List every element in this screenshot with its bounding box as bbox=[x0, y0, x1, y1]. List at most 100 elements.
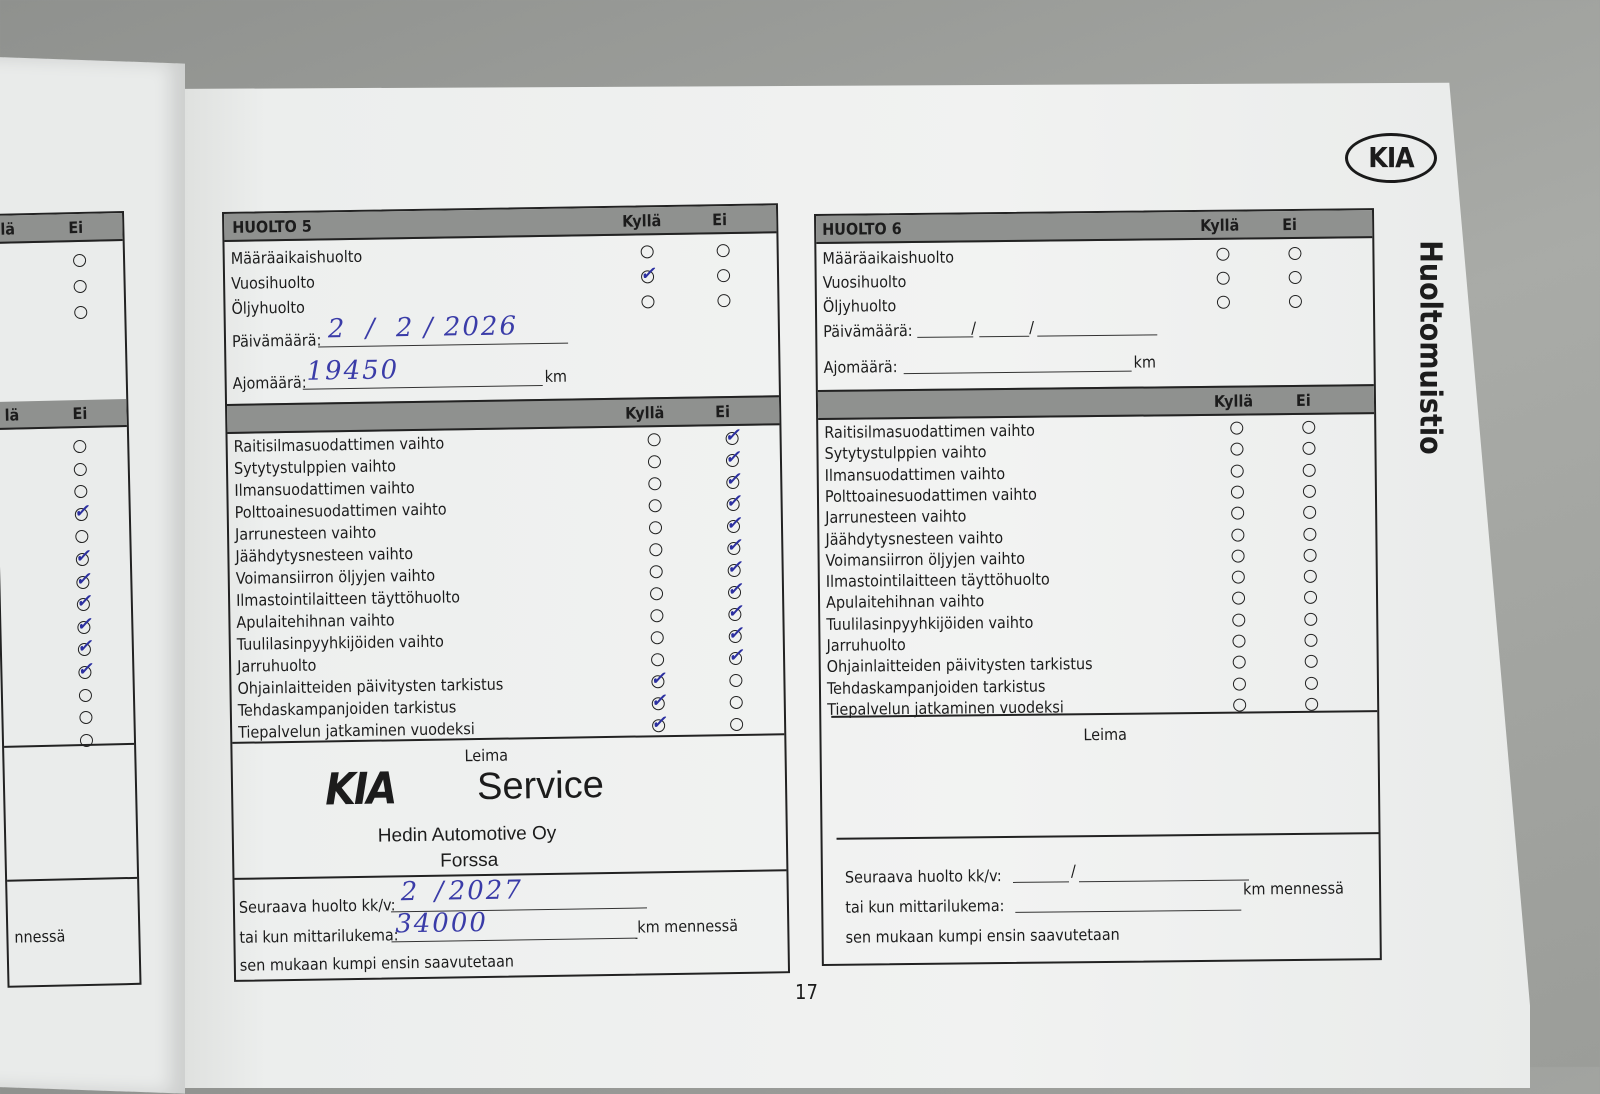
checkbox-yes[interactable] bbox=[1231, 528, 1245, 542]
date-year-line[interactable] bbox=[1037, 334, 1158, 337]
checkbox-yes[interactable] bbox=[1230, 485, 1245, 499]
checkbox-no[interactable] bbox=[73, 462, 87, 476]
checkbox-yes[interactable] bbox=[1231, 506, 1245, 520]
checkbox-yes[interactable] bbox=[1231, 591, 1246, 606]
date-day-line[interactable] bbox=[917, 336, 974, 338]
service-item: Polttoainesuodattimen vaihto bbox=[824, 484, 1038, 506]
checkbox-yes[interactable] bbox=[641, 295, 655, 309]
service-item: Jarruhuolto bbox=[826, 635, 906, 655]
checkbox-no[interactable] bbox=[1304, 612, 1318, 626]
column-no: Ei bbox=[1282, 214, 1298, 235]
checkbox-no[interactable] bbox=[716, 244, 730, 258]
check-mark-icon: ✓ bbox=[74, 545, 91, 568]
service-item: Jäähdytysnesteen vaihto bbox=[825, 527, 1004, 549]
checkbox-yes[interactable] bbox=[1230, 442, 1244, 456]
whichever-label: sen mukaan kumpi ensin saavutetaan bbox=[845, 924, 1120, 947]
checkbox-no[interactable] bbox=[1288, 270, 1302, 285]
column-yes: Kyllä bbox=[625, 403, 665, 423]
checkbox-yes[interactable] bbox=[650, 631, 664, 645]
service-item: Ilmansuodattimen vaihto bbox=[234, 478, 415, 500]
column-no: Ei bbox=[715, 402, 731, 422]
checkbox-no[interactable] bbox=[1288, 294, 1303, 309]
header-bar: HUOLTO 6 Kyllä Ei bbox=[816, 210, 1373, 244]
column-yes: Kyllä bbox=[1213, 391, 1254, 411]
service-item: Tuulilasinpyyhkijöiden vaihto bbox=[826, 612, 1034, 634]
checkbox-no[interactable] bbox=[75, 530, 89, 544]
check-mark-icon: ✓ bbox=[724, 446, 741, 469]
mileage-label: Ajomäärä: bbox=[232, 372, 307, 393]
checkbox-no[interactable] bbox=[1302, 442, 1316, 456]
checkbox-yes[interactable] bbox=[649, 543, 663, 557]
checkbox-yes[interactable] bbox=[648, 499, 662, 513]
checkbox-yes[interactable] bbox=[1232, 634, 1246, 648]
checkbox-yes[interactable] bbox=[1232, 655, 1246, 669]
checkbox-yes[interactable] bbox=[647, 455, 662, 469]
odometer-line[interactable] bbox=[1015, 909, 1242, 913]
checkbox-yes[interactable] bbox=[1232, 613, 1246, 627]
checkbox-no[interactable] bbox=[78, 688, 93, 702]
next-service-month-line[interactable] bbox=[1013, 881, 1070, 883]
checkbox-no[interactable] bbox=[72, 253, 87, 268]
checkbox-no[interactable] bbox=[73, 439, 87, 454]
service-item: Tehdaskampanjoiden tarkistus bbox=[826, 676, 1046, 698]
checkbox-no[interactable] bbox=[79, 710, 93, 725]
checkbox-no[interactable] bbox=[1302, 463, 1316, 477]
checkbox-no[interactable] bbox=[1303, 527, 1317, 541]
checkbox-no[interactable] bbox=[716, 269, 731, 283]
checkbox-yes[interactable] bbox=[647, 433, 661, 447]
whichever-label: sen mukaan kumpi ensin saavutetaan bbox=[239, 951, 515, 975]
checkbox-yes[interactable] bbox=[1231, 549, 1245, 563]
checkbox-no[interactable] bbox=[1303, 548, 1317, 562]
odometer-label: tai kun mittarilukema: bbox=[845, 896, 1005, 917]
checkbox-no[interactable] bbox=[730, 717, 744, 732]
checkbox-no[interactable] bbox=[73, 279, 87, 294]
date-month-line[interactable] bbox=[979, 335, 1030, 338]
checkbox-yes[interactable] bbox=[1216, 247, 1230, 261]
next-service-year-line[interactable] bbox=[1079, 879, 1250, 883]
check-mark-icon: ✓ bbox=[650, 712, 667, 734]
checkbox-yes[interactable] bbox=[1231, 570, 1245, 584]
checkbox-yes[interactable] bbox=[1216, 271, 1230, 285]
checkbox-yes[interactable] bbox=[648, 477, 662, 491]
checkbox-no[interactable] bbox=[1305, 697, 1319, 711]
odometer-label: tai kun mittarilukema: bbox=[239, 925, 399, 947]
divider bbox=[4, 742, 135, 748]
checkbox-no[interactable] bbox=[1303, 505, 1317, 520]
checkbox-yes[interactable] bbox=[1230, 464, 1244, 478]
checkbox-no[interactable] bbox=[717, 294, 731, 308]
checkbox-no[interactable] bbox=[1304, 676, 1319, 690]
service-item: Vuosihuolto bbox=[822, 272, 907, 292]
huolto-6-panel: HUOLTO 6 Kyllä Ei Määräaikaishuolto Vuosi… bbox=[814, 208, 1382, 966]
service-item: Määräaikaishuolto bbox=[230, 246, 363, 268]
checkbox-no[interactable] bbox=[729, 673, 743, 688]
checkbox-yes[interactable] bbox=[1230, 421, 1244, 435]
checkbox-yes[interactable] bbox=[649, 587, 664, 601]
checkbox-yes[interactable] bbox=[640, 245, 654, 259]
date-label: Päivämäärä: bbox=[823, 320, 913, 341]
checkbox-no[interactable] bbox=[1302, 420, 1316, 434]
checkbox-no[interactable] bbox=[729, 695, 743, 710]
checkbox-yes[interactable] bbox=[649, 565, 663, 579]
checkbox-no[interactable] bbox=[1303, 591, 1318, 605]
mileage-line[interactable] bbox=[903, 370, 1132, 375]
checkbox-yes[interactable] bbox=[650, 653, 665, 667]
check-mark-icon: ✓ bbox=[650, 690, 666, 712]
checkbox-no[interactable] bbox=[74, 305, 88, 320]
checkbox-no[interactable] bbox=[74, 485, 88, 499]
checkbox-no[interactable] bbox=[1303, 569, 1317, 583]
header-bar: Kyllä Ei bbox=[817, 384, 1375, 420]
checkbox-no[interactable] bbox=[1288, 246, 1302, 261]
checkbox-no[interactable] bbox=[1304, 655, 1318, 669]
checkbox-yes[interactable] bbox=[650, 609, 664, 623]
check-mark-icon: ✓ bbox=[724, 424, 740, 447]
check-mark-icon: ✓ bbox=[727, 644, 744, 667]
column-no: Ei bbox=[712, 210, 728, 230]
check-mark-icon: ✓ bbox=[727, 622, 743, 645]
checkbox-yes[interactable] bbox=[1216, 295, 1231, 309]
checkbox-no[interactable] bbox=[1302, 484, 1316, 498]
checkbox-yes[interactable] bbox=[1233, 698, 1247, 712]
service-item: Raitisilmasuodattimen vaihto bbox=[233, 433, 445, 456]
checkbox-yes[interactable] bbox=[648, 521, 663, 535]
checkbox-yes[interactable] bbox=[1232, 677, 1247, 691]
checkbox-no[interactable] bbox=[1304, 633, 1318, 647]
